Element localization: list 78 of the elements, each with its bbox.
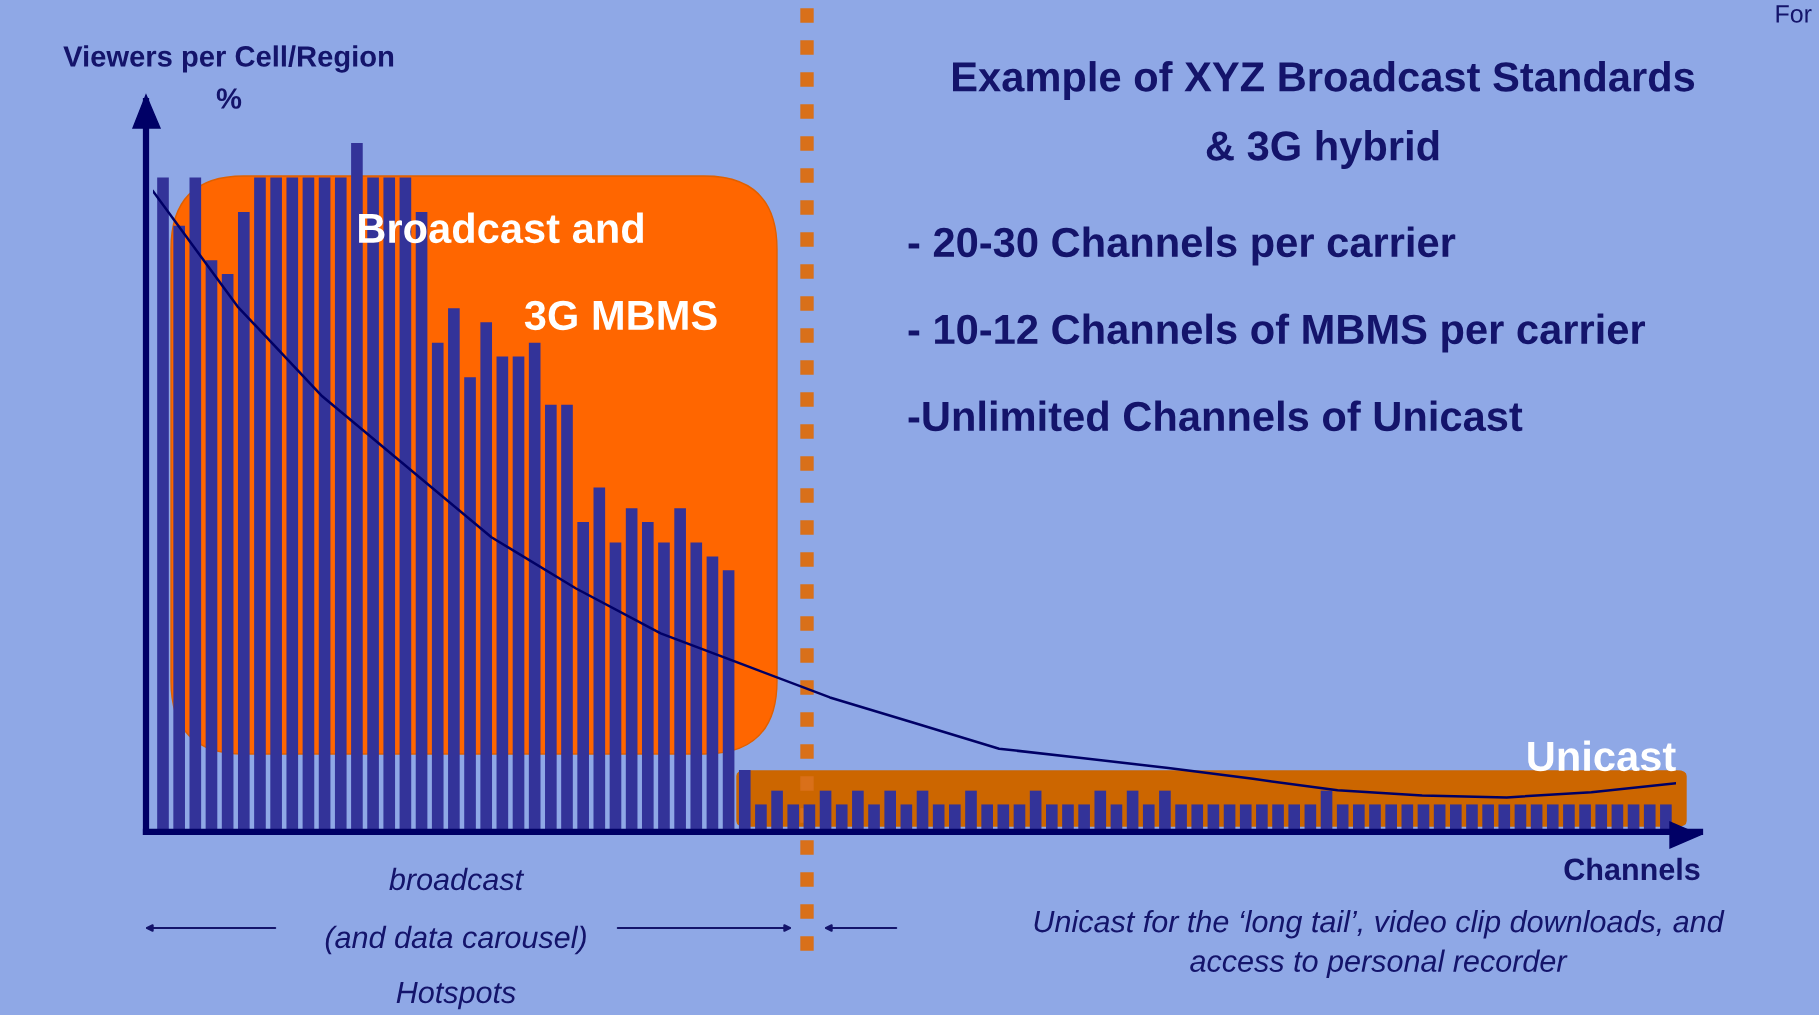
bar	[1385, 804, 1397, 832]
y-axis-title: Viewers per Cell/Region %	[63, 45, 394, 109]
bar	[464, 377, 476, 832]
bar	[1546, 804, 1559, 832]
bar	[1449, 804, 1462, 832]
bar	[302, 177, 315, 832]
bar	[674, 508, 686, 832]
chart-title: Example of XYZ Broadcast Standards & 3G hybrid	[953, 61, 1695, 169]
bar	[1272, 804, 1284, 832]
bar	[852, 790, 864, 832]
bar	[1563, 804, 1575, 832]
bar	[318, 177, 331, 832]
bar	[496, 356, 509, 832]
bar	[609, 542, 622, 832]
bar	[205, 260, 218, 832]
bar	[528, 342, 541, 832]
text: For	[1776, 5, 1812, 23]
bar	[1498, 804, 1511, 832]
bar	[1191, 804, 1204, 832]
bar	[771, 790, 783, 832]
bar	[448, 308, 460, 832]
bar	[1078, 804, 1090, 832]
x-axis-title: Channels	[1564, 857, 1700, 881]
bar	[722, 570, 735, 832]
bar	[1579, 804, 1591, 832]
bar	[981, 804, 993, 832]
bar	[270, 177, 282, 832]
bar	[738, 769, 751, 832]
bar	[431, 342, 444, 832]
annotation: 3G MBMS	[524, 300, 717, 331]
annotation: Unicast	[1528, 740, 1676, 772]
bar	[254, 177, 266, 832]
bar	[593, 487, 606, 832]
bar	[1643, 804, 1656, 832]
bar	[965, 790, 977, 832]
bar	[1175, 804, 1187, 832]
bar	[1482, 804, 1494, 832]
bar	[1369, 804, 1381, 832]
bar	[706, 556, 719, 832]
annotation: - 10-12 Channels of MBMS per carrier	[908, 313, 1646, 353]
bar	[868, 804, 880, 832]
bar	[949, 804, 961, 832]
bar	[658, 542, 670, 832]
annotation: -Unlimited Channels of Unicast	[908, 400, 1523, 432]
bar	[1062, 804, 1074, 832]
text: Hotspots	[396, 981, 516, 1010]
bar	[1094, 790, 1107, 832]
bar	[1353, 804, 1365, 832]
bar	[286, 177, 299, 832]
bar	[577, 521, 589, 832]
text: Unicast for the ‘long tail’, video clip downloads, and access to personal recorder	[1034, 909, 1725, 979]
bar	[625, 508, 638, 832]
bar	[1142, 804, 1155, 832]
bar	[1595, 804, 1608, 832]
bar	[561, 404, 573, 832]
annotation: - 20-30 Channels per carrier	[908, 226, 1456, 266]
bar	[157, 177, 169, 832]
bar	[1045, 804, 1058, 832]
bar	[690, 542, 703, 832]
bar	[1159, 790, 1171, 832]
bar	[1256, 804, 1268, 832]
bar	[189, 177, 202, 832]
bar	[480, 322, 493, 832]
bar	[1466, 804, 1478, 832]
bar	[755, 804, 767, 832]
text: broadcast	[389, 867, 525, 891]
bar	[237, 211, 250, 832]
bar	[221, 273, 234, 832]
bar	[334, 177, 347, 832]
bar	[884, 790, 897, 832]
text: (and data carousel)	[325, 925, 586, 955]
bar	[512, 356, 525, 832]
bar	[1288, 804, 1301, 832]
bar	[641, 521, 654, 832]
bar	[1239, 804, 1252, 832]
bar	[173, 225, 185, 832]
bar	[835, 804, 848, 832]
bar	[545, 404, 557, 832]
